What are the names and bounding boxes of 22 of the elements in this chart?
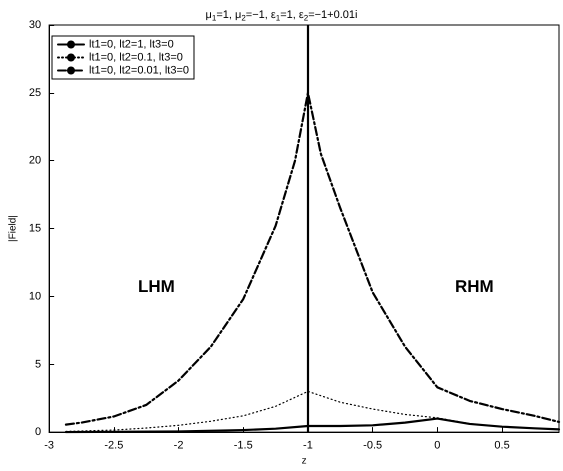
y-tick-label: 0	[35, 426, 42, 438]
x-tick-label: -1	[303, 440, 313, 452]
legend-label: lt1=0, lt2=1, lt3=0	[89, 38, 174, 50]
x-tick-label: -2	[174, 440, 184, 452]
y-tick-label: 10	[28, 290, 42, 302]
x-tick-label: -3	[44, 440, 54, 452]
annotation: RHM	[455, 277, 494, 296]
annotation: LHM	[138, 277, 175, 296]
y-axis-title: |Field|	[8, 215, 18, 242]
legend-label: lt1=0, lt2=0.1, lt3=0	[89, 52, 183, 64]
y-tick-label: 15	[28, 222, 42, 235]
x-tick-label: 0.5	[494, 440, 510, 452]
legend-label: lt1=0, lt2=0.01, lt3=0	[89, 64, 189, 76]
y-tick-label: 25	[28, 86, 42, 99]
y-tick-label: 30	[28, 19, 42, 31]
x-tick-label: -1.5	[234, 440, 253, 452]
y-tick-label: 20	[28, 154, 42, 167]
x-tick-label: 0	[434, 440, 440, 452]
x-tick-label: -2.5	[104, 440, 124, 452]
x-axis-title: z	[302, 456, 307, 466]
x-tick-label: -0.5	[363, 440, 382, 452]
y-tick-label: 5	[35, 358, 42, 370]
